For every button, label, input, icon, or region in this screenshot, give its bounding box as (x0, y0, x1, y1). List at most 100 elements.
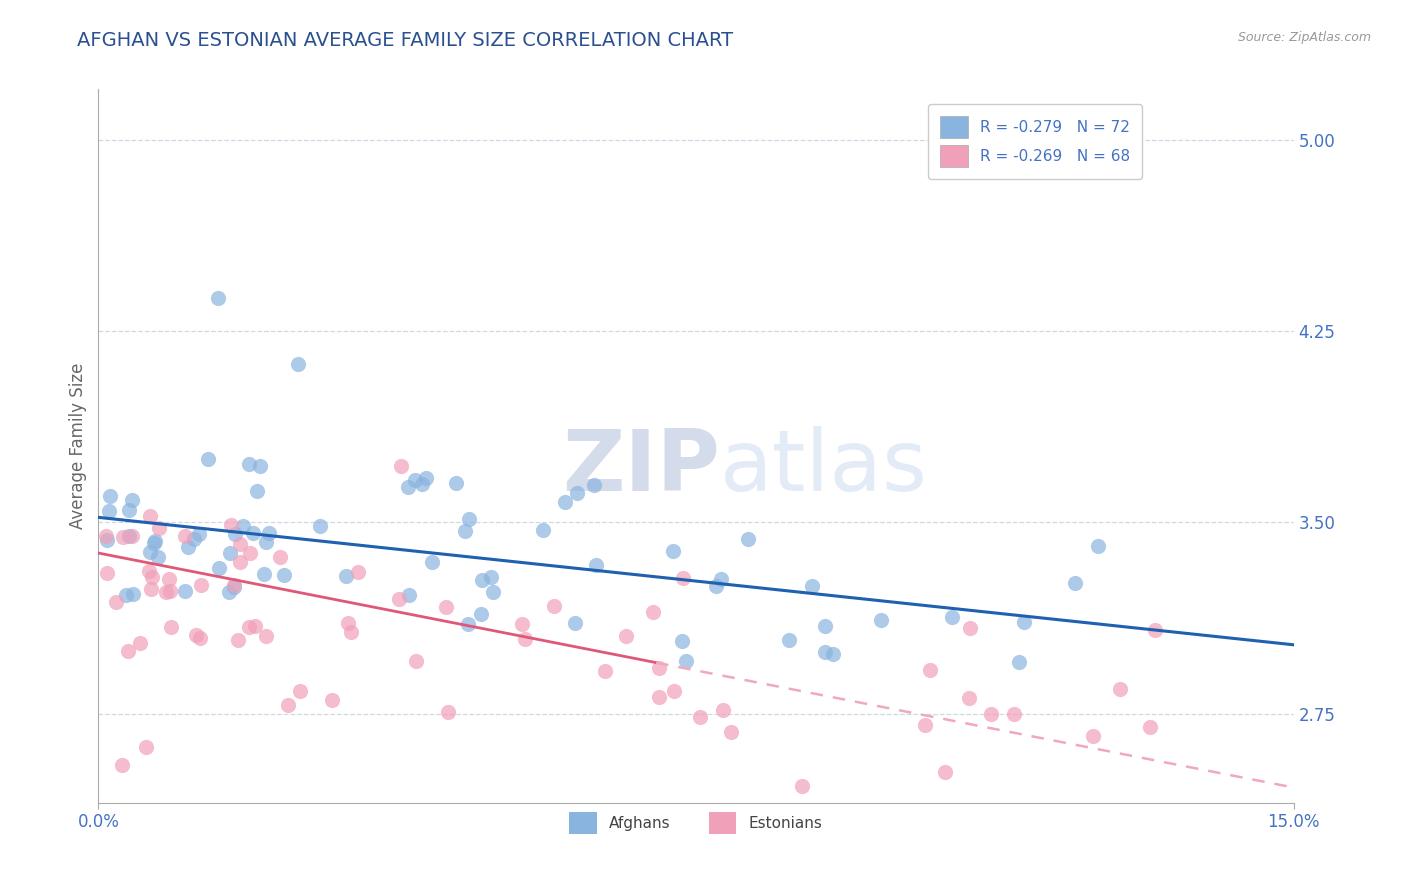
Point (173, 529, 195, 543)
Point (224, 526, 246, 541)
Point (148, 549, 170, 564)
Point (870, 613, 893, 627)
Point (941, 610, 963, 624)
Point (814, 645, 837, 659)
Point (800, 578, 823, 592)
Point (188, 631, 211, 645)
Point (396, 480, 419, 494)
Point (671, 634, 693, 648)
Point (337, 616, 360, 631)
Y-axis label: Average Family Size: Average Family Size (69, 363, 87, 529)
Point (155, 584, 177, 599)
Point (689, 709, 711, 723)
Point (246, 484, 269, 499)
Point (647, 690, 669, 704)
Text: Source: ZipAtlas.com: Source: ZipAtlas.com (1237, 31, 1371, 45)
Point (389, 459, 412, 474)
Point (531, 523, 554, 537)
Point (1087, 539, 1109, 553)
Point (593, 664, 616, 678)
Point (980, 707, 1002, 722)
Point (914, 718, 936, 732)
Point (176, 540, 198, 554)
Point (105, 595, 128, 609)
Point (1081, 729, 1104, 743)
Point (112, 530, 135, 544)
Point (290, 684, 312, 698)
Point (174, 584, 197, 599)
Point (565, 486, 588, 500)
Point (510, 616, 533, 631)
Point (479, 569, 502, 583)
Point (226, 633, 249, 648)
Point (711, 703, 734, 717)
Point (208, 561, 231, 575)
Point (111, 757, 134, 772)
Point (118, 529, 141, 543)
Point (117, 643, 139, 657)
Point (672, 571, 695, 585)
Point (229, 537, 252, 551)
Point (457, 616, 479, 631)
Point (814, 618, 837, 632)
Point (122, 587, 145, 601)
Point (513, 632, 536, 646)
Point (239, 546, 262, 560)
Point (1012, 615, 1035, 630)
Point (184, 628, 207, 642)
Point (583, 478, 606, 492)
Point (138, 565, 160, 579)
Point (254, 629, 277, 643)
Point (959, 621, 981, 635)
Point (218, 585, 240, 599)
Point (207, 291, 229, 305)
Point (585, 558, 607, 573)
Point (219, 546, 242, 560)
Point (339, 624, 361, 639)
Point (242, 525, 264, 540)
Point (543, 599, 565, 614)
Point (160, 620, 183, 634)
Text: ZIP: ZIP (562, 425, 720, 509)
Point (183, 533, 205, 547)
Point (1063, 575, 1085, 590)
Point (823, 647, 845, 661)
Point (259, 526, 281, 541)
Point (287, 358, 309, 372)
Point (662, 684, 685, 698)
Point (253, 567, 276, 582)
Point (269, 549, 291, 564)
Point (398, 588, 420, 602)
Point (1108, 681, 1130, 696)
Point (335, 568, 357, 582)
Point (256, 535, 278, 549)
Point (564, 616, 586, 631)
Point (415, 471, 437, 485)
Legend: Afghans, Estonians: Afghans, Estonians (562, 805, 830, 841)
Point (1139, 720, 1161, 734)
Point (97, 504, 120, 518)
Point (388, 591, 411, 606)
Point (232, 518, 254, 533)
Point (139, 545, 162, 559)
Point (1002, 706, 1025, 721)
Point (121, 493, 143, 508)
Point (641, 605, 664, 619)
Point (434, 600, 457, 615)
Point (436, 706, 458, 720)
Point (648, 661, 671, 675)
Point (229, 555, 252, 569)
Point (457, 512, 479, 526)
Point (135, 739, 157, 754)
Point (710, 572, 733, 586)
Point (243, 619, 266, 633)
Point (675, 654, 697, 668)
Text: AFGHAN VS ESTONIAN AVERAGE FAMILY SIZE CORRELATION CHART: AFGHAN VS ESTONIAN AVERAGE FAMILY SIZE C… (77, 31, 734, 50)
Point (98, 489, 121, 503)
Point (142, 535, 165, 549)
Point (190, 578, 212, 592)
Point (148, 521, 170, 535)
Point (115, 588, 138, 602)
Point (321, 693, 343, 707)
Point (128, 636, 150, 650)
